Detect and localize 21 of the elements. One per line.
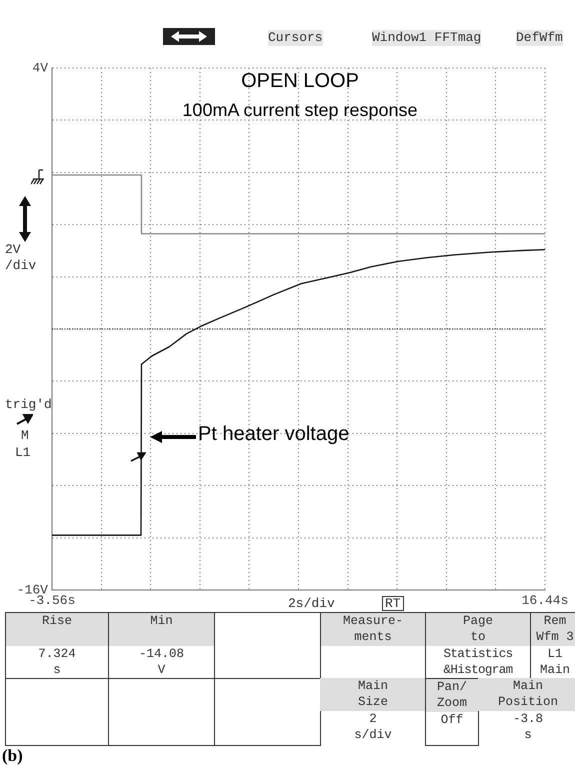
x-tick-label: -3.56s — [28, 593, 76, 608]
x-axis-title: 2s/div — [288, 596, 335, 612]
table-cell: Main Size 2 s/div — [320, 678, 426, 746]
text: trig'd — [5, 397, 52, 413]
table-cell: Main Position -3.8 s — [478, 678, 575, 746]
x-tick-label: 16.44s — [522, 593, 568, 608]
table-cell: Rise 7.324 s — [5, 612, 109, 679]
text: Cursors — [268, 30, 323, 46]
text: DefWfm — [516, 30, 563, 46]
table-cell: Page to Statistics &Histogram — [425, 612, 531, 679]
y-axis-title: 2V /div — [5, 242, 36, 274]
text: RT — [382, 596, 404, 611]
text: L1 — [15, 445, 31, 461]
annotation: Pt heater voltage — [198, 423, 350, 445]
chart-title: OPEN LOOP — [240, 70, 360, 93]
text: Window1 FFTmag — [372, 30, 482, 46]
text: 100mA current step response — [181, 100, 419, 121]
text: M — [21, 428, 29, 444]
table-cell: Pan/ Zoom Off — [425, 678, 479, 746]
text: (b) — [2, 746, 23, 765]
y-tick-label: 4V — [32, 60, 48, 76]
